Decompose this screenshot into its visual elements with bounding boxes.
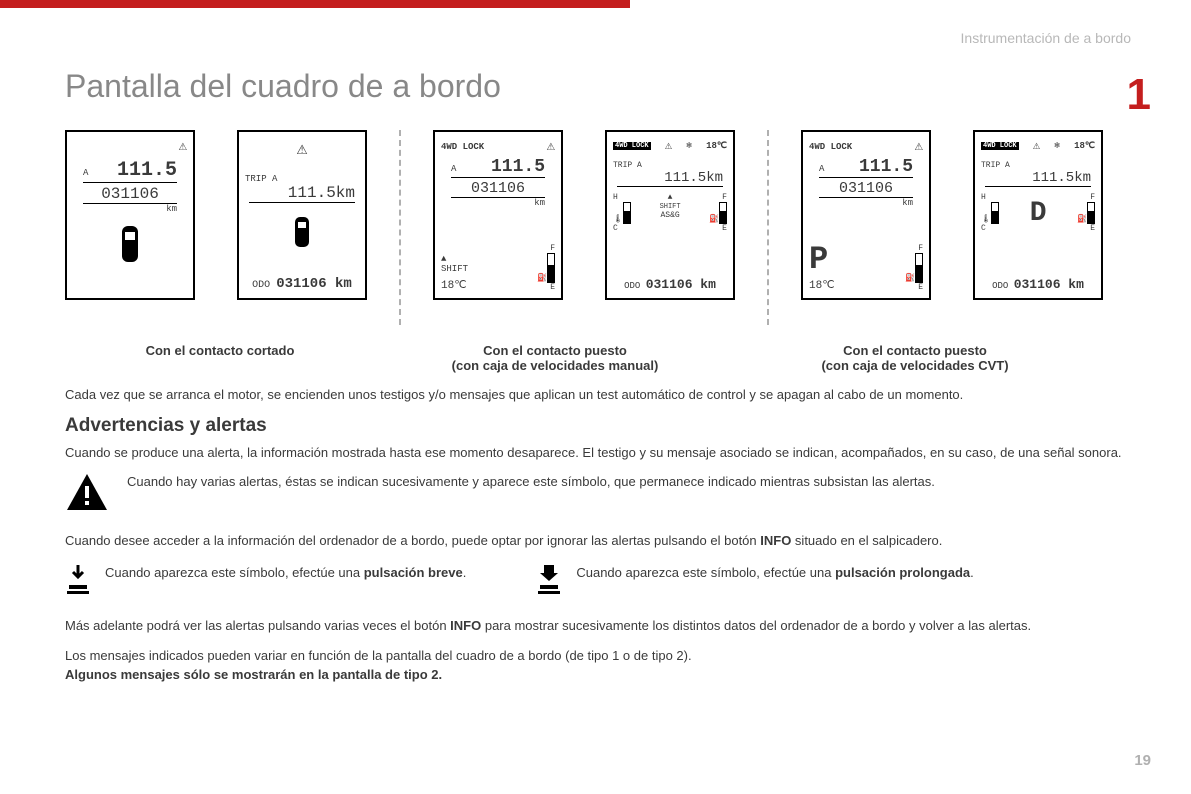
divider (399, 130, 401, 325)
short-press-icon (65, 563, 93, 603)
display-6: 4WD LOCK ⚠ ❄ 18℃ TRIP A 111.5km H 🌡 C D … (973, 130, 1103, 300)
intro-paragraph: Cada vez que se arranca el motor, se enc… (65, 385, 1126, 405)
unit-label: km (809, 198, 923, 208)
warning-icon: ⚠ (547, 138, 555, 155)
odo-label: ODO (252, 280, 270, 291)
gear-indicator: D (1030, 198, 1047, 229)
warnings-p1: Cuando se produce una alerta, la informa… (65, 443, 1126, 463)
gear-indicator: P (809, 241, 835, 278)
asg-label: AS&G (660, 211, 679, 220)
press-symbols-row: Cuando aparezca este símbolo, efectúe un… (65, 563, 1126, 603)
unit-label: km (73, 204, 187, 214)
odo-value: 031106 (83, 185, 177, 204)
fuel-c: C (981, 224, 986, 233)
fuel-e: E (722, 224, 727, 233)
warning-icon: ⚠ (665, 138, 672, 153)
display-4: 4WD LOCK ⚠ ❄ 18℃ TRIP A 111.5km H 🌡 C ▲S… (605, 130, 735, 300)
long-press-item: Cuando aparezca este símbolo, efectúe un… (536, 563, 973, 603)
chapter-number: 1 (1127, 70, 1151, 120)
fuel-gauge (719, 202, 727, 224)
display-5: 4WD LOCK ⚠ A 111.5 031106 km P 18℃ F ⛽ E (801, 130, 931, 300)
shift-label: SHIFT (660, 203, 681, 211)
fuel-e: E (1090, 224, 1095, 233)
shift-label: SHIFT (441, 264, 468, 274)
fuel-h: H (981, 193, 986, 202)
odo-label: ODO (992, 281, 1008, 291)
last-paragraph: Los mensajes indicados pueden variar en … (65, 646, 1126, 685)
display-2: ⚠ TRIP A 111.5km ODO 031106 km (237, 130, 367, 300)
trip-label: A (819, 164, 824, 174)
odo-value: 031106 km (276, 276, 352, 292)
caption-3: Con el contacto puesto (con caja de velo… (735, 343, 1095, 373)
fuel-gauge (915, 253, 923, 283)
divider (767, 130, 769, 325)
odo-value: 031106 (819, 180, 913, 198)
info-paragraph: Cuando desee acceder a la información de… (65, 531, 1126, 551)
page-number: 19 (1134, 752, 1151, 769)
display-3: 4WD LOCK ⚠ A 111.5 031106 km ▲SHIFT 18℃ … (433, 130, 563, 300)
fuel-f: F (905, 244, 923, 253)
car-icon (73, 222, 187, 276)
trip-value: 111.5 (117, 159, 177, 182)
caption-1: Con el contacto cortado (65, 343, 375, 373)
trip-label: TRIP A (613, 161, 727, 170)
top-red-bar (0, 0, 630, 8)
fuel-f: F (537, 244, 555, 253)
trip-value: 111.5km (617, 170, 723, 187)
trip-value: 111.5 (859, 157, 913, 177)
warnings-p2: Cuando hay varias alertas, éstas se indi… (127, 472, 935, 492)
warning-icon: ⚠ (1033, 138, 1040, 153)
warning-symbol-row: Cuando hay varias alertas, éstas se indi… (65, 472, 1126, 517)
trip-label: A (451, 164, 456, 174)
odo-value: 031106 km (646, 277, 716, 292)
fuel-gauge (1087, 202, 1095, 224)
trip-label: A (83, 168, 88, 178)
temp-gauge (623, 202, 631, 224)
warning-icon: ⚠ (915, 138, 923, 155)
caption-2: Con el contacto puesto (con caja de velo… (375, 343, 735, 373)
temp-gauge (991, 202, 999, 224)
captions-row: Con el contacto cortado Con el contacto … (65, 343, 1126, 373)
warning-icon: ⚠ (245, 138, 359, 160)
temp-value: 18℃ (441, 278, 468, 292)
odo-label: ODO (624, 281, 640, 291)
display-1: ⚠ A 111.5 031106 km (65, 130, 195, 300)
long-press-icon (536, 563, 564, 603)
page-title: Pantalla del cuadro de a bordo (65, 68, 1126, 105)
temp-value: 18℃ (809, 278, 835, 292)
fuel-f: F (722, 193, 727, 202)
odo-value: 031106 (451, 180, 545, 198)
fuel-h: H (613, 193, 618, 202)
trip-label: TRIP A (981, 161, 1095, 170)
unit-label: km (441, 198, 555, 208)
mode-label: 4WD LOCK (981, 142, 1019, 150)
trip-value: 111.5 (491, 157, 545, 177)
later-paragraph: Más adelante podrá ver las alertas pulsa… (65, 616, 1126, 636)
warning-triangle-icon (65, 472, 109, 517)
mode-label: 4WD LOCK (809, 142, 852, 152)
fuel-c: C (613, 224, 618, 233)
displays-row: ⚠ A 111.5 031106 km ⚠ TRIP A 111.5km ODO… (65, 130, 1126, 325)
mode-label: 4WD LOCK (613, 142, 651, 150)
fuel-e: E (905, 283, 923, 292)
odo-value: 031106 km (1014, 277, 1084, 292)
trip-value: 111.5km (985, 170, 1091, 187)
car-icon (245, 215, 359, 259)
warnings-heading: Advertencias y alertas (65, 415, 1126, 437)
section-label: Instrumentación de a bordo (961, 30, 1131, 46)
short-press-item: Cuando aparezca este símbolo, efectúe un… (65, 563, 466, 603)
mode-label: 4WD LOCK (441, 142, 484, 152)
trip-label: TRIP A (245, 174, 359, 184)
fuel-f: F (1090, 193, 1095, 202)
fuel-gauge (547, 253, 555, 283)
fuel-e: E (537, 283, 555, 292)
temp-value: 18℃ (706, 141, 727, 151)
temp-value: 18℃ (1074, 141, 1095, 151)
warning-icon: ⚠ (73, 138, 187, 155)
trip-value: 111.5km (249, 184, 355, 203)
